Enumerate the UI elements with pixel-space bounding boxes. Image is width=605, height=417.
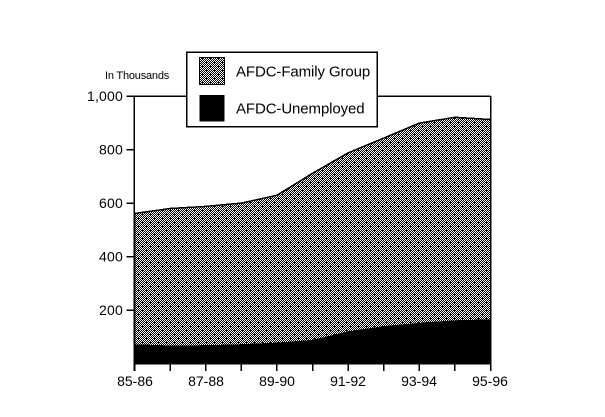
svg-text:800: 800	[99, 142, 123, 158]
svg-text:In Thousands: In Thousands	[105, 70, 170, 82]
svg-text:85-86: 85-86	[117, 373, 153, 389]
svg-text:AFDC-Unemployed: AFDC-Unemployed	[236, 101, 365, 118]
svg-text:89-90: 89-90	[259, 373, 295, 389]
svg-text:87-88: 87-88	[188, 373, 224, 389]
svg-text:600: 600	[99, 195, 123, 211]
svg-text:91-92: 91-92	[330, 373, 366, 389]
svg-text:AFDC-Family Group: AFDC-Family Group	[236, 64, 370, 81]
svg-text:200: 200	[99, 302, 123, 318]
svg-text:400: 400	[99, 249, 123, 265]
svg-text:95-96: 95-96	[472, 373, 508, 389]
svg-text:1,000: 1,000	[87, 88, 123, 104]
svg-text:93-94: 93-94	[401, 373, 437, 389]
